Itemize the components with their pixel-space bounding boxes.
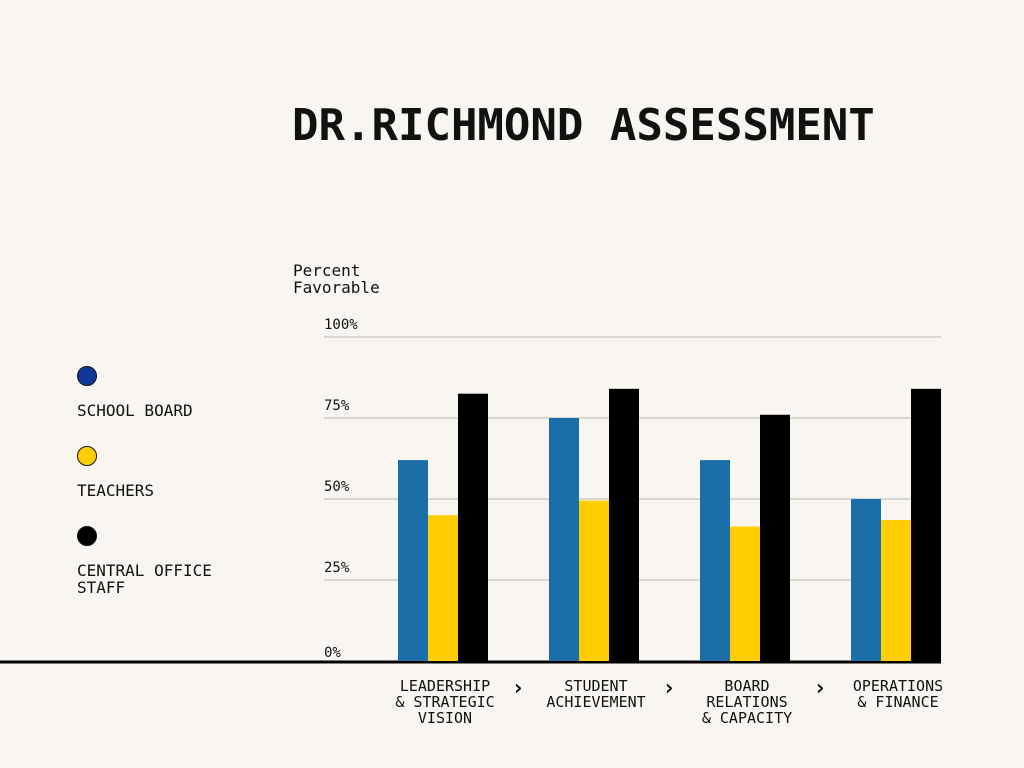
bar	[700, 460, 730, 661]
y-tick-label: 25%	[324, 560, 350, 576]
category-separator-icon: ›	[662, 676, 675, 701]
legend-swatch-school-board	[77, 366, 97, 386]
category-separator-icon: ›	[511, 676, 524, 701]
bar	[428, 515, 458, 661]
bar	[851, 499, 881, 661]
bar	[549, 418, 579, 661]
bar	[609, 388, 639, 661]
y-tick-label: 100%	[324, 317, 358, 333]
bar	[579, 500, 609, 661]
bar	[881, 520, 911, 661]
x-tick-label: BOARD RELATIONS & CAPACITY	[702, 677, 792, 727]
chart-title: DR.RICHMOND ASSESSMENT	[292, 100, 875, 151]
y-tick-label: 0%	[324, 645, 341, 661]
bar	[730, 526, 760, 661]
x-tick-label: LEADERSHIP & STRATEGIC VISION	[395, 677, 494, 727]
x-tick-label: STUDENT ACHIEVEMENT	[546, 677, 645, 711]
legend-swatch-central-office-staff	[77, 526, 97, 546]
legend-swatch-teachers	[77, 446, 97, 466]
bar	[760, 414, 790, 661]
legend-label-teachers: TEACHERS	[77, 481, 155, 500]
legend-label-school-board: SCHOOL BOARD	[77, 401, 193, 420]
y-tick-label: 75%	[324, 398, 350, 414]
bar	[458, 393, 488, 661]
legend-label-central-office-staff: CENTRAL OFFICE STAFF	[77, 561, 212, 597]
category-separator-icon: ›	[813, 676, 826, 701]
bar	[398, 460, 428, 661]
x-tick-label: OPERATIONS & FINANCE	[853, 677, 943, 711]
y-axis-label: Percent Favorable	[293, 261, 380, 297]
y-tick-label: 50%	[324, 479, 350, 495]
bar	[911, 388, 941, 661]
